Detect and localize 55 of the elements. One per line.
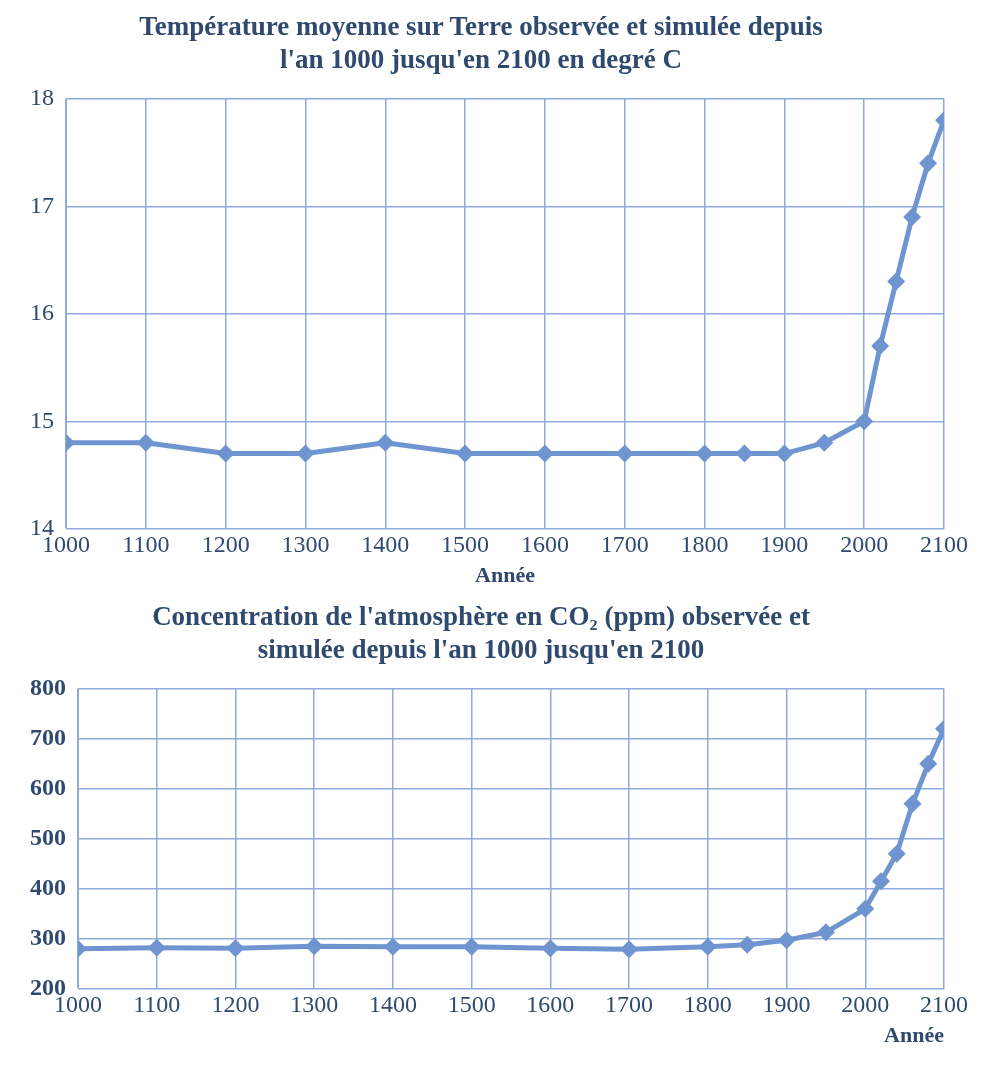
- point: [871, 337, 890, 356]
- x-tick-label: 1900: [762, 991, 811, 1018]
- x-tick-label: 1400: [361, 531, 410, 558]
- x-tick-label: 1600: [526, 991, 575, 1018]
- y-tick-label: 16: [30, 299, 54, 326]
- x-tick-label: 2100: [920, 531, 968, 558]
- x-tick-label: 1200: [211, 991, 260, 1018]
- x-tick-label: 2000: [840, 531, 889, 558]
- point: [919, 754, 938, 773]
- x-tick-label: 1100: [122, 531, 170, 558]
- chart-title: Température moyenne sur Terre observée et simulée depuis l'an 1000 jusqu'en 2100 en degré C: [139, 11, 823, 74]
- x-tick-label: 1500: [441, 531, 490, 558]
- y-tick-label: 600: [30, 774, 66, 800]
- y-tick-label: 300: [30, 924, 66, 950]
- x-axis-title: Année: [475, 562, 536, 588]
- x-tick-label: 1900: [760, 531, 809, 558]
- point: [903, 794, 922, 813]
- x-tick-label: 1800: [680, 531, 729, 558]
- y-tick-label: 18: [30, 84, 54, 111]
- x-tick-label: 1100: [133, 991, 181, 1018]
- point: [777, 931, 796, 950]
- point: [872, 872, 891, 891]
- y-tick-label: 400: [30, 874, 66, 900]
- y-tick-label: 800: [30, 674, 66, 700]
- point: [887, 272, 906, 291]
- x-tick-label: 1700: [605, 991, 654, 1018]
- x-tick-label: 2000: [841, 991, 890, 1018]
- x-tick-label: 1300: [281, 531, 330, 558]
- y-tick-label: 15: [30, 406, 54, 433]
- x-tick-label: 1600: [520, 531, 569, 558]
- point: [147, 938, 166, 957]
- x-tick-label: 1400: [368, 991, 417, 1018]
- x-tick-label: 2100: [920, 991, 968, 1018]
- x-tick-label: 1800: [683, 991, 732, 1018]
- y-tick-label: 700: [30, 724, 66, 750]
- x-tick-label: 1200: [201, 531, 250, 558]
- y-tick-label: 17: [30, 191, 54, 218]
- point: [462, 937, 481, 956]
- point: [887, 844, 906, 863]
- point: [226, 939, 245, 958]
- x-tick-label: 1500: [447, 991, 496, 1018]
- chart-title: Concentration de l'atmosphère en CO₂ (ppm) observée et simulée depuis l'an 1000 jusqu'en 2100: [152, 601, 810, 664]
- x-tick-label: 1300: [290, 991, 339, 1018]
- point: [376, 433, 395, 452]
- point: [855, 412, 874, 431]
- point: [698, 937, 717, 956]
- point: [738, 935, 757, 954]
- y-tick-label: 500: [30, 824, 66, 850]
- point: [856, 899, 875, 918]
- x-axis-title: Année: [884, 1022, 945, 1048]
- point: [816, 923, 835, 942]
- x-tick-label: 1700: [600, 531, 649, 558]
- point: [815, 433, 834, 452]
- point: [919, 154, 938, 173]
- point: [903, 208, 922, 227]
